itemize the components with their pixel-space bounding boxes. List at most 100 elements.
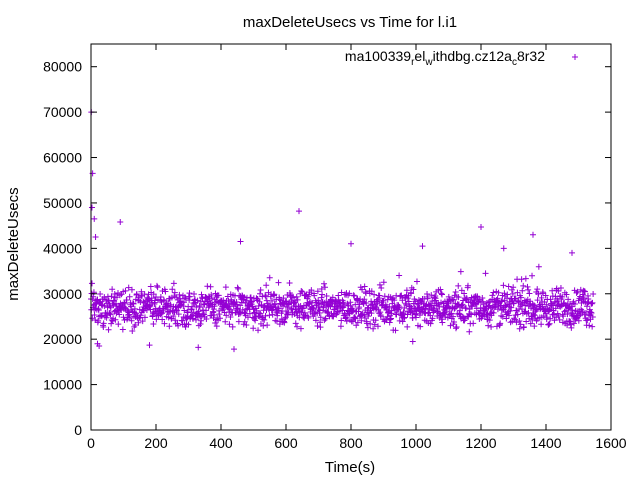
data-point	[139, 318, 146, 325]
data-point	[525, 286, 532, 293]
data-point	[376, 281, 383, 288]
data-point	[524, 283, 531, 290]
data-point	[408, 304, 415, 311]
data-point	[185, 321, 192, 328]
data-point	[523, 318, 530, 325]
data-point	[384, 313, 391, 320]
data-point	[175, 311, 182, 318]
legend-label-part: el	[414, 48, 425, 64]
data-point	[234, 305, 241, 312]
data-point	[386, 303, 393, 310]
data-point	[546, 306, 553, 313]
data-point	[126, 311, 133, 318]
data-point	[352, 315, 359, 322]
chart-title: maxDeleteUsecs vs Time for l.i1	[243, 14, 457, 31]
data-point	[396, 317, 403, 324]
data-point	[129, 327, 136, 334]
data-point	[212, 320, 219, 327]
data-point	[321, 280, 328, 287]
data-point	[427, 300, 434, 307]
data-point	[248, 298, 255, 305]
data-point	[448, 310, 455, 317]
data-point	[190, 315, 197, 322]
data-point	[208, 291, 215, 298]
data-point	[518, 276, 525, 283]
data-point	[100, 320, 107, 327]
data-point	[121, 317, 128, 324]
data-point	[529, 272, 536, 279]
data-point	[350, 307, 357, 314]
data-point	[196, 304, 203, 311]
data-point	[257, 310, 264, 317]
data-point	[546, 320, 553, 327]
data-point	[128, 286, 135, 293]
data-point	[250, 325, 257, 332]
data-point	[117, 219, 124, 226]
data-point	[292, 320, 299, 327]
legend-label-part: w	[424, 57, 433, 68]
y-tick-label: 10000	[43, 377, 82, 393]
data-point	[465, 282, 471, 289]
data-point	[284, 304, 291, 311]
data-point	[505, 283, 512, 290]
y-tick-label: 70000	[43, 104, 82, 120]
data-point	[259, 316, 266, 323]
data-point	[318, 294, 325, 301]
legend-label-part: 8r32	[517, 48, 545, 64]
data-point	[266, 312, 273, 319]
data-point	[439, 319, 446, 326]
data-point	[186, 297, 193, 304]
data-point	[255, 327, 262, 334]
data-point	[294, 323, 301, 330]
data-point	[211, 303, 218, 310]
data-point	[286, 279, 293, 286]
data-point	[103, 314, 110, 321]
data-point	[458, 287, 465, 294]
data-points	[88, 109, 597, 353]
data-point	[162, 288, 169, 295]
data-point	[457, 268, 464, 275]
data-point	[582, 288, 588, 295]
x-tick-label: 800	[339, 435, 363, 451]
data-point	[130, 300, 137, 307]
data-point	[197, 320, 204, 327]
data-point	[542, 292, 549, 299]
data-point	[522, 302, 529, 309]
data-point	[568, 324, 575, 331]
data-point	[269, 311, 276, 318]
data-point	[262, 292, 269, 299]
y-tick-label: 50000	[43, 195, 82, 211]
data-point	[213, 323, 220, 330]
data-point	[329, 294, 336, 301]
data-point	[460, 314, 467, 321]
x-tick-label: 1000	[400, 435, 431, 451]
data-point	[346, 290, 353, 297]
legend-label-part: ithdbg.cz12a	[433, 48, 513, 64]
data-point	[180, 303, 187, 310]
data-point	[128, 317, 135, 324]
axis-ticks: 0 200 400 600 800 1000 1200 1400 1600 0 10000 20000…	[43, 44, 627, 451]
data-point	[417, 323, 424, 330]
data-point	[264, 322, 271, 329]
data-point	[500, 282, 507, 289]
data-point	[115, 321, 122, 328]
data-point	[243, 322, 250, 329]
data-point	[482, 270, 489, 277]
y-tick-label: 80000	[43, 59, 82, 75]
data-point	[400, 315, 407, 322]
data-point	[315, 297, 322, 304]
data-point	[351, 314, 358, 321]
data-point	[444, 314, 451, 321]
data-point	[132, 322, 139, 329]
data-point	[588, 300, 595, 307]
data-point	[499, 313, 506, 320]
data-point	[88, 280, 95, 287]
data-point	[131, 305, 138, 312]
data-point	[511, 315, 518, 322]
data-point	[211, 312, 218, 319]
data-point	[557, 285, 564, 292]
data-point	[391, 297, 398, 304]
data-point	[183, 315, 190, 322]
data-point	[478, 224, 484, 231]
